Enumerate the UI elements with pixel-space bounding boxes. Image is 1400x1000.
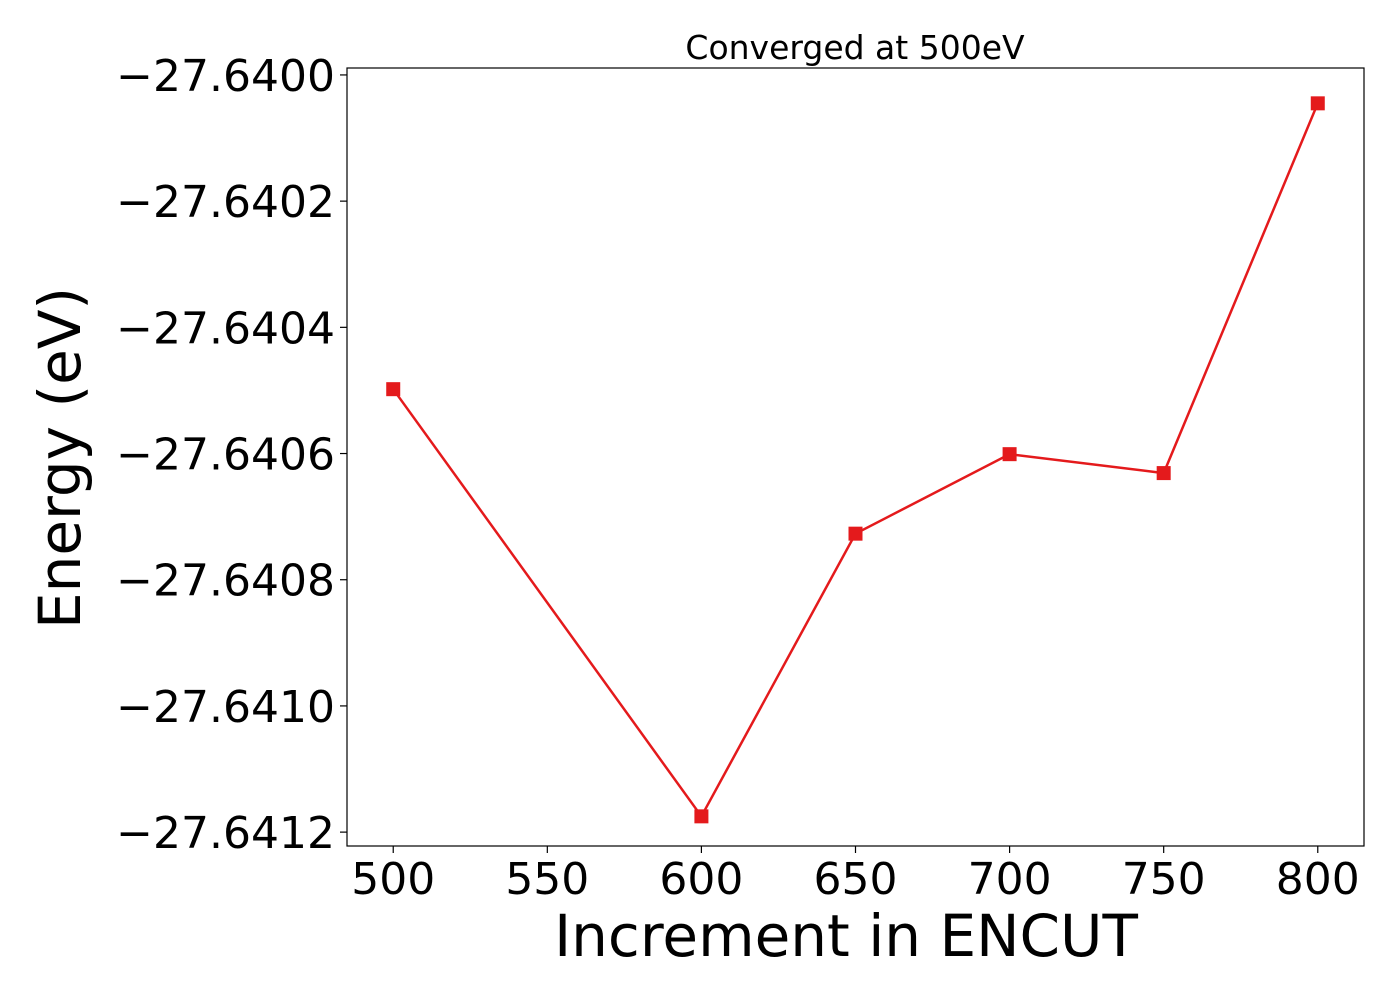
x-tick-label: 650 [814,854,898,905]
y-tick-label: −27.6408 [116,556,335,607]
x-axis-label: Increment in ENCUT [554,902,1138,970]
series-line [392,102,1319,819]
y-tick-label: −27.6400 [116,51,335,102]
data-point-marker [1002,447,1017,462]
x-tick-label: 700 [968,854,1052,905]
x-tick-label: 600 [659,854,743,905]
x-tick-label: 800 [1276,854,1360,905]
x-axis: 500 550 600 650 700 750 800 [351,846,1360,905]
data-point-marker [1156,466,1171,481]
y-tick-label: −27.6410 [116,682,335,733]
data-point-marker [694,809,709,824]
data-point-marker [1310,96,1325,111]
chart-title: Converged at 500eV [685,28,1025,67]
data-point-marker [386,382,401,397]
x-tick-label: 500 [351,854,435,905]
y-axis: −27.6400 −27.6402 −27.6404 −27.6406 −27.6408… [116,51,347,859]
y-tick-label: −27.6412 [116,808,335,859]
y-tick-label: −27.6402 [116,177,335,228]
y-tick-label: −27.6404 [116,303,335,354]
x-tick-label: 750 [1122,854,1206,905]
x-tick-label: 550 [505,854,589,905]
data-point-marker [848,526,863,541]
y-axis-label: Energy (eV) [26,287,94,629]
plot-frame [346,67,1365,847]
plot-area [386,96,1325,824]
y-tick-label: −27.6406 [116,430,335,481]
